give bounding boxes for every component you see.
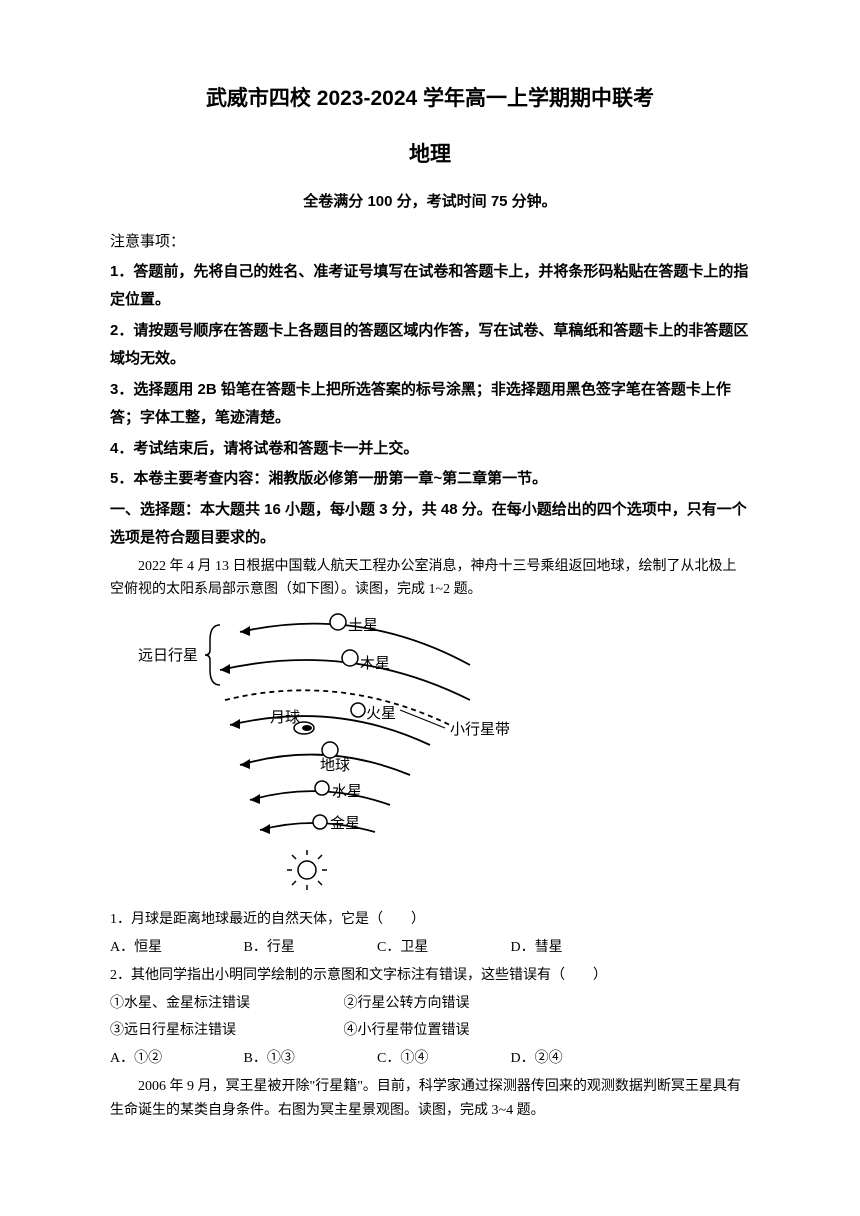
q2-option-a: A．①② bbox=[110, 1047, 240, 1071]
label-earth: 地球 bbox=[320, 757, 350, 774]
q1-option-c: C．卫星 bbox=[377, 936, 507, 960]
notice-heading: 注意事项： bbox=[110, 229, 750, 256]
notice-item-4: 4．考试结束后，请将试卷和答题卡一并上交。 bbox=[110, 435, 750, 464]
notice-item-1: 1．答题前，先将自己的姓名、准考证号填写在试卷和答题卡上，并将条形码粘贴在答题卡… bbox=[110, 258, 750, 315]
question-2-statements-row2: ③远日行星标注错误 ④小行星带位置错误 bbox=[110, 1019, 750, 1043]
q2-option-c: C．①④ bbox=[377, 1047, 507, 1071]
label-jupiter: 木星 bbox=[360, 655, 390, 672]
question-1-options: A．恒星 B．行星 C．卫星 D．彗星 bbox=[110, 936, 750, 960]
section1-heading: 一、选择题：本大题共 16 小题，每小题 3 分，共 48 分。在每小题给出的四… bbox=[110, 496, 750, 553]
q2-stmt-2: ②行星公转方向错误 bbox=[344, 992, 574, 1016]
label-asteroid-belt: 小行星带 bbox=[450, 721, 510, 738]
q1-option-b: B．行星 bbox=[244, 936, 374, 960]
exam-info: 全卷满分 100 分，考试时间 75 分钟。 bbox=[110, 188, 750, 215]
notice-item-5: 5．本卷主要考查内容：湘教版必修第一册第一章~第二章第一节。 bbox=[110, 465, 750, 494]
title-subject: 地理 bbox=[110, 136, 750, 174]
question-2-text: 2．其他同学指出小明同学绘制的示意图和文字标注有错误，这些错误有（ ） bbox=[110, 964, 750, 988]
label-moon: 月球 bbox=[270, 709, 300, 726]
title-main: 武威市四校 2023-2024 学年高一上学期期中联考 bbox=[110, 80, 750, 118]
notice-item-3: 3．选择题用 2B 铅笔在答题卡上把所选答案的标号涂黑；非选择题用黑色签字笔在答… bbox=[110, 376, 750, 433]
label-saturn: 土星 bbox=[348, 617, 378, 634]
q1-option-a: A．恒星 bbox=[110, 936, 240, 960]
solar-system-diagram: 远日行星 土星 木星 火星 月球 地球 水星 金星 小行星带 bbox=[110, 610, 750, 900]
label-venus: 金星 bbox=[330, 815, 360, 832]
label-mercury: 水星 bbox=[332, 783, 362, 800]
question-1-text: 1．月球是距离地球最近的自然天体，它是（ ） bbox=[110, 908, 750, 932]
q2-stmt-1: ①水星、金星标注错误 bbox=[110, 992, 340, 1016]
passage-1: 2022 年 4 月 13 日根据中国载人航天工程办公室消息，神舟十三号乘组返回… bbox=[110, 555, 750, 603]
q2-option-b: B．①③ bbox=[244, 1047, 374, 1071]
q2-option-d: D．②④ bbox=[511, 1047, 641, 1071]
label-mars: 火星 bbox=[366, 706, 396, 722]
question-2-options: A．①② B．①③ C．①④ D．②④ bbox=[110, 1047, 750, 1071]
passage-2: 2006 年 9 月，冥王星被开除"行星籍"。目前，科学家通过探测器传回来的观测… bbox=[110, 1075, 750, 1123]
label-far-planets: 远日行星 bbox=[138, 647, 198, 664]
q2-stmt-4: ④小行星带位置错误 bbox=[344, 1019, 574, 1043]
notice-item-2: 2．请按题号顺序在答题卡上各题目的答题区域内作答，写在试卷、草稿纸和答题卡上的非… bbox=[110, 317, 750, 374]
question-2-statements-row1: ①水星、金星标注错误 ②行星公转方向错误 bbox=[110, 992, 750, 1016]
q2-stmt-3: ③远日行星标注错误 bbox=[110, 1019, 340, 1043]
q1-option-d: D．彗星 bbox=[511, 936, 641, 960]
